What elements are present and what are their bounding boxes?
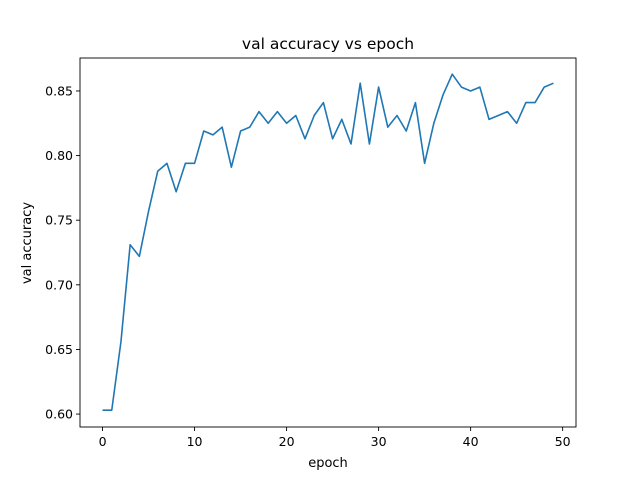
x-tick-label: 40 (463, 434, 479, 449)
y-axis-title: val accuracy (20, 202, 35, 284)
y-tick-label: 0.70 (45, 277, 73, 292)
y-tick-label: 0.65 (45, 342, 73, 357)
y-tick-label: 0.60 (45, 407, 73, 422)
x-tick-label: 0 (99, 434, 107, 449)
x-tick-label: 30 (371, 434, 387, 449)
series-line (102, 73, 554, 412)
y-tick-label: 0.75 (45, 213, 73, 228)
x-tick-label: 50 (555, 434, 571, 449)
chart-title: val accuracy vs epoch (242, 35, 414, 53)
axes-frame (79, 57, 577, 428)
y-tick-label: 0.85 (45, 83, 73, 98)
y-tick-label: 0.80 (45, 148, 73, 163)
x-axis-title: epoch (308, 456, 348, 471)
x-tick-label: 10 (187, 434, 203, 449)
plot-area: 0 10 20 30 40 50 0.60 0.65 0.70 0.75 0.80 0.85 (45, 57, 577, 449)
x-tick-label: 20 (279, 434, 295, 449)
